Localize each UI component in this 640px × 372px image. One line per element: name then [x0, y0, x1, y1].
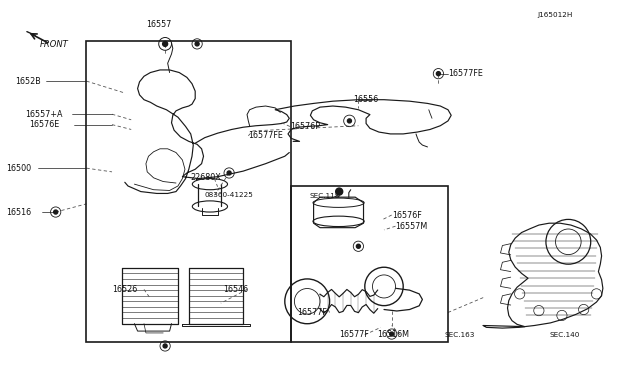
Text: 16577FE: 16577FE: [448, 69, 483, 78]
Text: 16577F: 16577F: [339, 330, 369, 339]
Text: 16576F: 16576F: [392, 211, 421, 219]
Text: 16577FE: 16577FE: [248, 131, 283, 140]
Circle shape: [390, 332, 394, 336]
Circle shape: [163, 41, 168, 46]
Text: 16577F: 16577F: [298, 308, 328, 317]
Text: 1652B: 1652B: [15, 77, 41, 86]
Text: 16516: 16516: [6, 208, 31, 217]
Bar: [291, 186, 448, 342]
Circle shape: [54, 210, 58, 214]
Circle shape: [348, 119, 351, 123]
Text: FRONT: FRONT: [40, 40, 68, 49]
Circle shape: [336, 188, 342, 195]
Text: 16557M: 16557M: [396, 222, 428, 231]
Text: SEC.118: SEC.118: [310, 193, 340, 199]
Circle shape: [356, 244, 360, 248]
Circle shape: [436, 72, 440, 76]
Text: 16557: 16557: [146, 20, 172, 29]
Text: 16500: 16500: [6, 164, 31, 173]
Text: 22680X: 22680X: [191, 173, 221, 182]
Text: J165012H: J165012H: [538, 12, 573, 18]
Text: 16516M: 16516M: [378, 330, 410, 339]
Bar: [86, 41, 291, 342]
Text: 16557+A: 16557+A: [26, 110, 63, 119]
Circle shape: [227, 171, 231, 175]
Text: 08360-41225: 08360-41225: [205, 192, 253, 198]
Text: SEC.140: SEC.140: [549, 332, 579, 338]
Circle shape: [163, 344, 167, 348]
Text: SEC.163: SEC.163: [445, 332, 475, 338]
Text: 16576E: 16576E: [29, 120, 59, 129]
Circle shape: [195, 42, 199, 46]
Text: 16576P: 16576P: [290, 122, 320, 131]
Text: 16526: 16526: [112, 285, 137, 294]
Text: 16556: 16556: [353, 95, 378, 104]
Text: 16546: 16546: [223, 285, 248, 294]
